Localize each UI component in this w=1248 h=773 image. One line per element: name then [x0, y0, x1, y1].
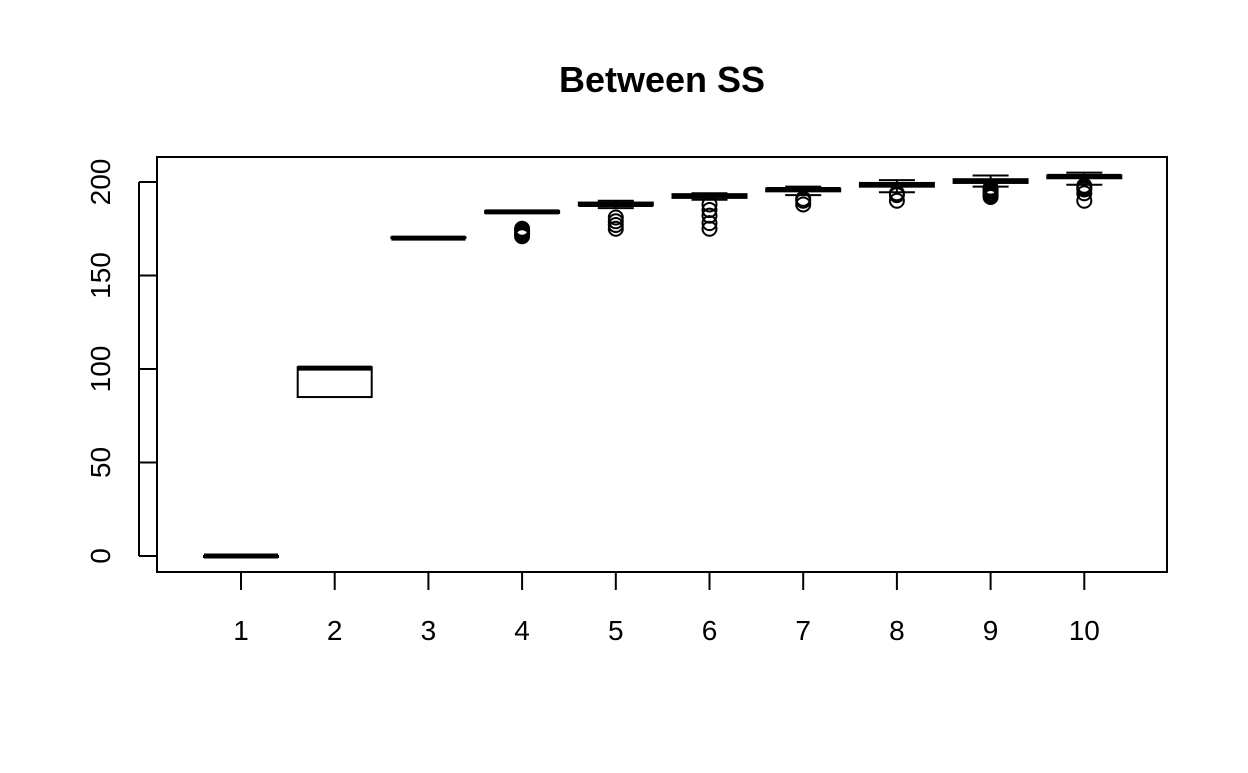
chart-title: Between SS [559, 59, 765, 100]
x-tick-label: 7 [795, 615, 811, 646]
box-3 [390, 235, 467, 241]
box-series [203, 171, 1123, 559]
y-tick-label: 200 [85, 159, 116, 206]
outlier-point [701, 202, 718, 219]
box-4 [484, 209, 561, 245]
y-tick-label: 100 [85, 346, 116, 393]
x-tick-label: 5 [608, 615, 624, 646]
y-axis: 0 50 100 150 200 [85, 159, 157, 564]
outlier-point [701, 207, 718, 224]
x-tick-label: 6 [702, 615, 718, 646]
outlier-point [1076, 177, 1093, 194]
y-tick-label: 50 [85, 447, 116, 478]
x-tick-label: 1 [233, 615, 249, 646]
iqr-box [296, 366, 373, 399]
outlier-point [607, 209, 624, 226]
box-5 [577, 199, 654, 237]
x-tick-label: 9 [983, 615, 999, 646]
x-tick-label: 3 [421, 615, 437, 646]
outlier-point [701, 196, 718, 213]
y-tick-label: 150 [85, 252, 116, 299]
x-tick-label: 8 [889, 615, 905, 646]
x-tick-label: 2 [327, 615, 343, 646]
x-axis: 1 2 3 4 5 6 7 8 9 10 [233, 571, 1100, 646]
outlier-point [888, 192, 905, 209]
box-6 [671, 192, 748, 237]
y-tick-label: 0 [85, 548, 116, 564]
outlier-point [888, 185, 905, 202]
x-tick-label: 4 [514, 615, 530, 646]
plot-frame [156, 156, 1168, 573]
box-1 [203, 553, 279, 559]
box-2 [296, 365, 373, 399]
box-7 [765, 185, 842, 213]
outlier-point [514, 220, 531, 237]
outlier-point [795, 190, 812, 207]
box-10 [1046, 171, 1123, 209]
box-9 [952, 174, 1029, 205]
x-tick-label: 10 [1069, 615, 1100, 646]
box-8 [858, 179, 935, 209]
outlier-point [982, 179, 999, 196]
